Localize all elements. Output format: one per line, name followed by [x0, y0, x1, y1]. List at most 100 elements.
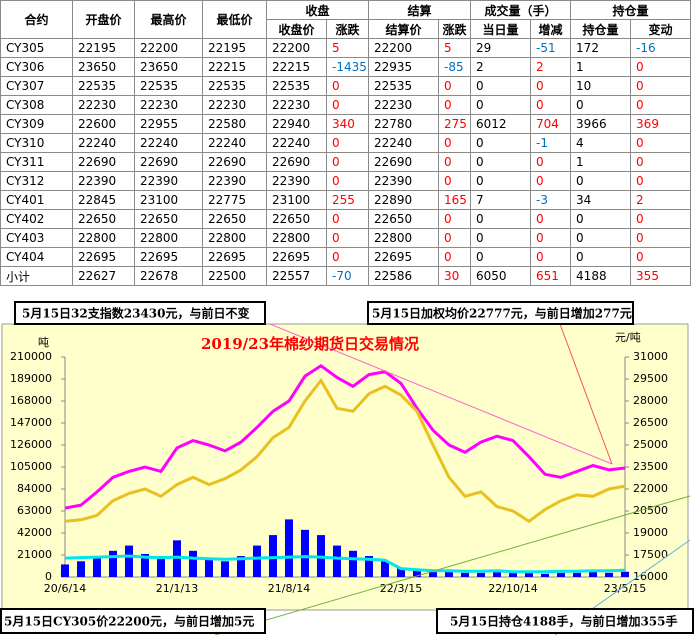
cell: 23650 — [72, 57, 135, 77]
x-tick-label: 22/3/15 — [380, 582, 422, 595]
subheader: 结算价 — [368, 19, 440, 39]
cell: 0 — [438, 152, 472, 172]
volume-bar — [477, 572, 485, 577]
cell: 22230 — [266, 95, 327, 115]
table-row: CY311 22690 22690 22690 22690 0 22690 0 0 0 1 0 — [0, 152, 692, 172]
volume-bar — [413, 570, 421, 577]
cell: 0 — [438, 95, 472, 115]
cell: 2 — [630, 190, 692, 210]
y-tick-label: 105000 — [10, 460, 52, 473]
cell: 651 — [530, 266, 572, 286]
cell: 22695 — [202, 247, 267, 267]
cell: -85 — [438, 57, 472, 77]
series-line — [64, 363, 626, 510]
cell: 5 — [438, 38, 472, 58]
cell: 22240 — [134, 133, 203, 153]
y2-tick-label: 28000 — [633, 394, 668, 407]
volume-bar — [221, 561, 229, 577]
volume-bar — [269, 535, 277, 577]
x-tick-label: 22/10/14 — [488, 582, 537, 595]
cell: CY312 — [0, 171, 73, 191]
volume-bar — [173, 540, 181, 577]
cell: 22230 — [202, 95, 267, 115]
annotation-box — [367, 301, 634, 325]
y-tick-label: 63000 — [17, 504, 52, 517]
y-tick-label: 21000 — [17, 548, 52, 561]
table-row: CY308 22230 22230 22230 22230 0 22230 0 0 0 0 0 — [0, 95, 692, 115]
y-tick-label: 84000 — [17, 482, 52, 495]
y-tick-label: 0 — [45, 570, 52, 583]
cell: 5 — [325, 38, 370, 58]
cell: 0 — [438, 133, 472, 153]
cell: 23100 — [266, 190, 327, 210]
volume-bar — [61, 564, 69, 577]
cell: 22215 — [202, 57, 267, 77]
cell: 22627 — [72, 266, 135, 286]
quote-table: 合约 开盘价 最高价 最低价 收盘 结算 成交量（手） 持仓量 收盘价 涨跌 结算价 涨跌 当日量 增减… — [0, 0, 692, 286]
cell: 0 — [470, 76, 532, 96]
volume-bar — [541, 573, 549, 577]
cell: 22690 — [202, 152, 267, 172]
cell: 23650 — [134, 57, 203, 77]
cell: 0 — [470, 171, 532, 191]
x-tick-label: 21/1/13 — [156, 582, 198, 595]
cell: 704 — [530, 114, 572, 134]
cell: 340 — [325, 114, 370, 134]
cell: 22940 — [266, 114, 327, 134]
volume-bar — [589, 571, 597, 577]
cell: 22650 — [202, 209, 267, 229]
cell: 0 — [325, 209, 370, 229]
cell: 29 — [470, 38, 532, 58]
cell: 0 — [470, 152, 532, 172]
cell: 22535 — [72, 76, 135, 96]
cell: 0 — [325, 247, 370, 267]
cell: -1 — [530, 133, 572, 153]
subheader: 收盘价 — [266, 19, 327, 39]
cell: 275 — [438, 114, 472, 134]
cell: -3 — [530, 190, 572, 210]
volume-bar — [397, 568, 405, 577]
subheader: 变动 — [630, 19, 692, 39]
volume-bar — [237, 556, 245, 577]
cell: 22390 — [72, 171, 135, 191]
y-tick-label: 189000 — [10, 372, 52, 385]
y-tick-label: 147000 — [10, 416, 52, 429]
cell: 22695 — [72, 247, 135, 267]
y2-tick-label: 19000 — [633, 526, 668, 539]
y2-tick-label: 26500 — [633, 416, 668, 429]
table-row: 小计 22627 22678 22500 22557 -70 22586 30 6050 651 4… — [0, 266, 692, 286]
cell: 22200 — [134, 38, 203, 58]
cell: 0 — [325, 228, 370, 248]
cell: 22650 — [266, 209, 327, 229]
cell: CY307 — [0, 76, 73, 96]
table-row: CY306 23650 23650 22215 22215 -1435 22935 -85 2 2… — [0, 57, 692, 77]
cell: 0 — [630, 133, 692, 153]
cell: 22695 — [134, 247, 203, 267]
cell: 0 — [530, 228, 572, 248]
cell: 22215 — [266, 57, 327, 77]
cell: 小计 — [0, 266, 73, 286]
cell: 355 — [630, 266, 692, 286]
cell: 22695 — [368, 247, 440, 267]
cell: CY404 — [0, 247, 73, 267]
volume-bar — [77, 561, 85, 577]
cell: 22935 — [368, 57, 440, 77]
callout-line — [269, 323, 613, 465]
cell: 22780 — [368, 114, 440, 134]
cell: 22690 — [266, 152, 327, 172]
y2-tick-label: 31000 — [633, 350, 668, 363]
cell: -51 — [530, 38, 572, 58]
cell: 6050 — [470, 266, 532, 286]
cell: 0 — [630, 57, 692, 77]
volume-bar — [189, 550, 197, 577]
cell: 1 — [570, 152, 632, 172]
cell: 22535 — [368, 76, 440, 96]
cell: 255 — [325, 190, 370, 210]
subheader: 当日量 — [470, 19, 532, 39]
cell: 0 — [325, 133, 370, 153]
cell: 22535 — [134, 76, 203, 96]
cell: 172 — [570, 38, 632, 58]
volume-bar — [285, 519, 293, 577]
cell: 22650 — [72, 209, 135, 229]
